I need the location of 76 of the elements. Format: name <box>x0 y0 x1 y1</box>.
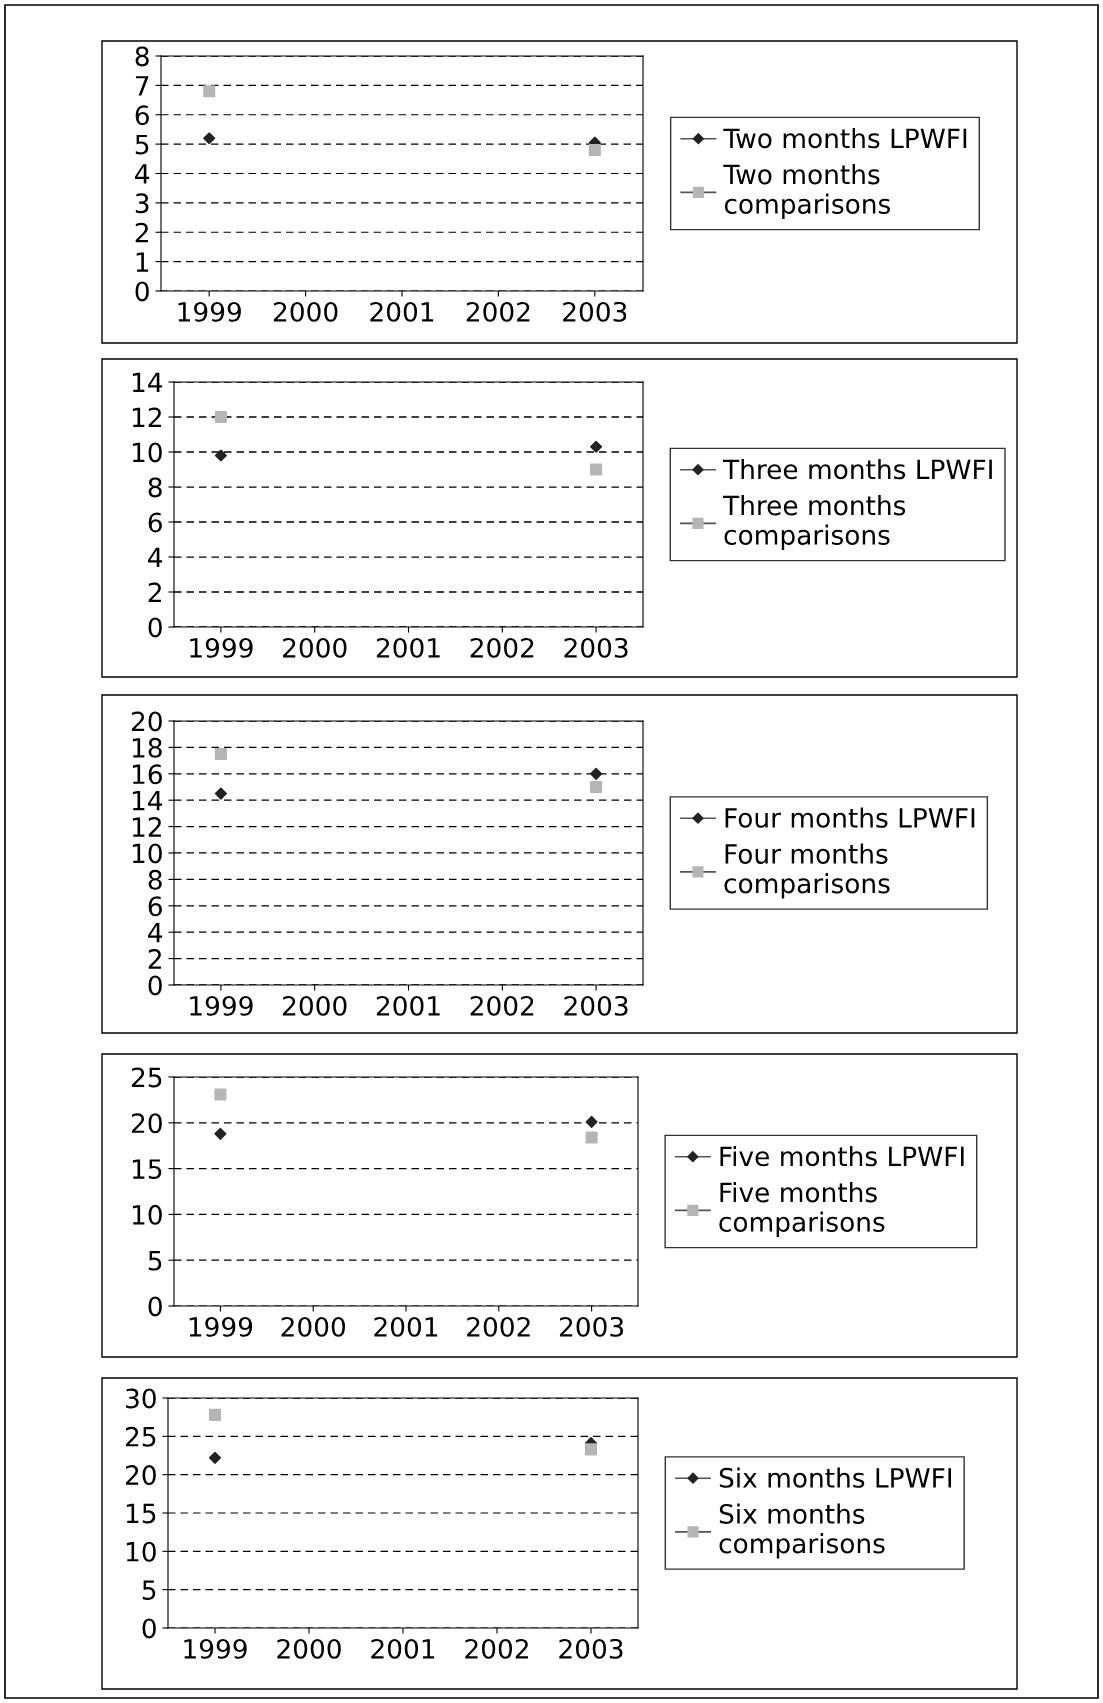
y-tick-label: 5 <box>148 1250 162 1271</box>
y-tick-label: 16 <box>132 764 162 785</box>
x-tick-label: 1999 <box>184 1638 247 1659</box>
x-tick-label: 2003 <box>559 1638 623 1659</box>
y-tick-label: 4 <box>148 547 163 568</box>
y-tick-label: 15 <box>132 1159 162 1179</box>
y-tick-label: 25 <box>131 1067 162 1088</box>
y-tick-label: 2 <box>148 949 161 969</box>
legend-label: Four months LPWFI <box>725 807 975 828</box>
y-tick-label: 30 <box>126 1388 156 1409</box>
y-tick-label: 5 <box>142 1580 156 1601</box>
y-tick-label: 10 <box>126 1541 156 1562</box>
legend-label: Six months comparisons <box>719 1503 885 1559</box>
y-tick-label: 2 <box>148 582 161 603</box>
y-tick-label: 12 <box>132 407 161 428</box>
y-tick-label: 6 <box>148 896 162 917</box>
x-tick-label: 1999 <box>189 1316 253 1337</box>
y-tick-label: 14 <box>132 372 163 393</box>
x-tick-label: 1999 <box>190 995 253 1016</box>
y-tick-label: 20 <box>125 1465 156 1486</box>
y-tick-label: 15 <box>126 1503 156 1524</box>
y-tick-label: 8 <box>135 46 149 67</box>
legend-label: Five months LPWFI <box>720 1145 964 1167</box>
legend-label: Two months comparisons <box>723 164 890 220</box>
x-tick-label: 2001 <box>374 1316 438 1337</box>
y-tick-label: 10 <box>132 1204 162 1225</box>
y-tick-label: 20 <box>131 711 162 732</box>
y-tick-label: 1 <box>136 252 149 272</box>
x-tick-label: 2003 <box>564 995 628 1016</box>
x-tick-label: 2002 <box>470 637 534 658</box>
x-tick-label: 2003 <box>564 637 628 658</box>
legend-label: Four months comparisons <box>724 843 890 899</box>
x-tick-label: 1999 <box>178 301 241 322</box>
y-tick-label: 0 <box>135 281 149 302</box>
y-tick-label: 4 <box>148 922 163 943</box>
y-tick-label: 4 <box>135 164 150 184</box>
y-tick-label: 18 <box>132 737 162 758</box>
x-tick-label: 2001 <box>371 1638 435 1659</box>
y-tick-label: 0 <box>148 1296 162 1317</box>
y-tick-label: 8 <box>148 477 162 498</box>
legend-label: Three months comparisons <box>722 495 906 551</box>
y-tick-label: 10 <box>132 442 162 463</box>
y-tick-label: 25 <box>125 1426 156 1447</box>
y-tick-label: 7 <box>135 76 149 96</box>
y-tick-label: 3 <box>135 193 149 214</box>
x-tick-label: 2001 <box>376 995 440 1016</box>
x-tick-label: 2002 <box>465 1638 528 1659</box>
x-tick-label: 2000 <box>283 995 347 1016</box>
x-tick-label: 2002 <box>466 301 530 322</box>
y-tick-label: 10 <box>132 843 162 864</box>
y-tick-label: 0 <box>148 975 162 996</box>
y-tick-label: 6 <box>135 105 149 126</box>
x-tick-label: 2000 <box>277 1638 341 1659</box>
x-tick-label: 2000 <box>283 637 347 658</box>
x-tick-label: 2001 <box>376 637 440 658</box>
y-tick-label: 20 <box>131 1113 162 1134</box>
y-tick-label: 0 <box>142 1618 156 1639</box>
x-tick-label: 2003 <box>559 1316 624 1337</box>
legend-label: Six months LPWFI <box>719 1467 952 1488</box>
x-tick-label: 2002 <box>467 1316 530 1337</box>
y-tick-label: 6 <box>148 512 162 533</box>
x-tick-label: 2001 <box>370 301 434 322</box>
y-tick-label: 2 <box>135 222 148 243</box>
x-tick-label: 1999 <box>190 637 253 658</box>
x-tick-label: 2000 <box>281 1316 346 1337</box>
x-tick-label: 2003 <box>563 301 627 322</box>
x-tick-label: 2002 <box>470 995 534 1016</box>
y-tick-label: 12 <box>132 817 161 837</box>
legend-label: Five months comparisons <box>719 1182 885 1238</box>
y-tick-label: 8 <box>148 869 162 890</box>
y-tick-label: 14 <box>132 790 163 811</box>
legend-label: Three months LPWFI <box>722 458 992 480</box>
y-tick-label: 5 <box>135 134 149 155</box>
x-tick-label: 2000 <box>273 301 338 322</box>
y-tick-label: 0 <box>148 617 162 638</box>
legend-label: Two months LPWFI <box>723 127 967 149</box>
